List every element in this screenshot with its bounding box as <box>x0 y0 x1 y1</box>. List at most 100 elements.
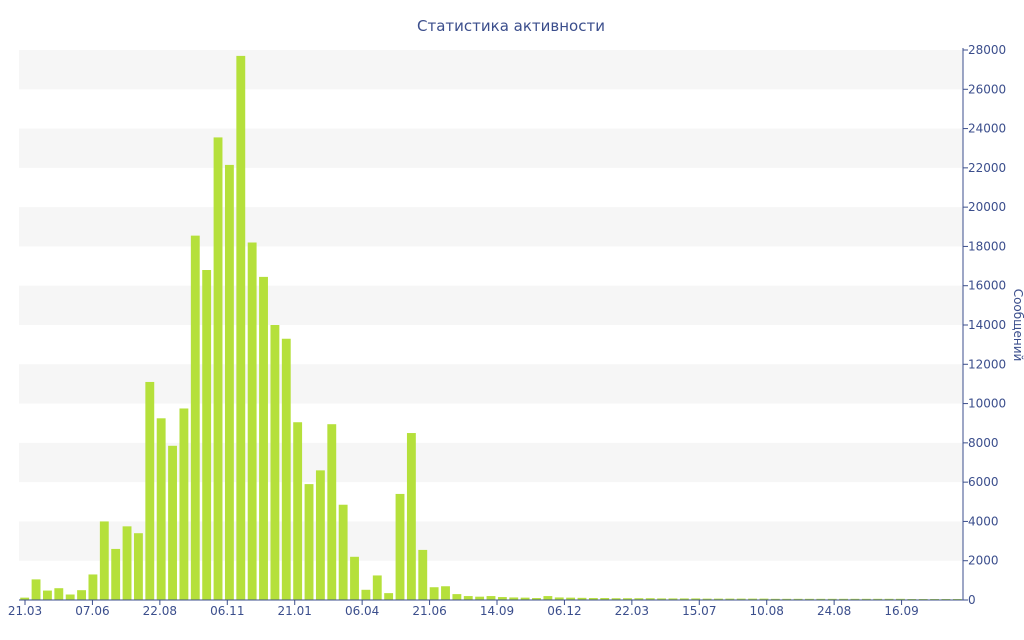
y-tick-label: 12000 <box>968 357 1006 371</box>
bar <box>213 137 223 600</box>
bar <box>156 418 166 600</box>
bar <box>896 598 905 600</box>
y-axis-label: Сообщений <box>1011 289 1024 362</box>
y-tick-label: 2000 <box>968 554 999 568</box>
y-tick-label: 20000 <box>968 200 1006 214</box>
y-tick-label: 8000 <box>968 436 999 450</box>
bar <box>759 598 769 601</box>
bar <box>532 598 541 600</box>
y-tick-label: 16000 <box>968 279 1006 293</box>
bar <box>770 598 780 600</box>
bar <box>793 598 803 600</box>
bar <box>20 597 30 600</box>
bar <box>65 594 75 600</box>
y-tick-label: 18000 <box>968 239 1006 253</box>
bar <box>452 594 462 600</box>
bar <box>816 598 826 600</box>
bar <box>99 521 109 600</box>
bar <box>805 598 814 600</box>
bar <box>679 598 689 600</box>
bar <box>293 422 303 600</box>
y-tick-label: 6000 <box>968 475 999 489</box>
bar <box>475 596 485 600</box>
bar <box>259 276 268 601</box>
bar <box>202 270 212 600</box>
bar <box>543 596 553 600</box>
bar <box>509 597 519 600</box>
bar <box>600 598 610 600</box>
bar <box>168 445 177 600</box>
x-tick-label: 10.08 <box>750 604 784 618</box>
bar <box>736 598 746 601</box>
bar <box>702 598 712 601</box>
bar <box>554 597 564 600</box>
bar <box>270 325 280 600</box>
bar <box>190 235 200 601</box>
grid-bands <box>19 50 963 561</box>
grid-band <box>19 50 963 90</box>
x-tick-label: 22.03 <box>615 604 649 618</box>
x-tick-label: 24.08 <box>817 604 851 618</box>
bar-series <box>20 55 962 601</box>
bar <box>441 586 450 600</box>
bar <box>281 338 291 600</box>
bar <box>520 597 530 600</box>
x-tick-label: 21.06 <box>412 604 446 618</box>
x-tick-label: 06.12 <box>547 604 581 618</box>
bar <box>236 55 246 600</box>
bar <box>566 597 576 600</box>
bar <box>657 598 667 600</box>
bar <box>372 575 382 600</box>
bar <box>463 596 473 600</box>
bar <box>179 408 189 600</box>
bar <box>861 598 871 600</box>
y-tick-label: 10000 <box>968 397 1006 411</box>
bar <box>247 242 257 600</box>
bar <box>315 470 325 600</box>
x-axis: 21.03 07.06 22.08 06.11 21.01 06.04 21.06 14.09… <box>8 599 963 618</box>
bar <box>406 433 416 600</box>
bar <box>418 549 428 600</box>
bar <box>577 597 587 600</box>
grid-band <box>19 364 963 404</box>
y-tick-label: 22000 <box>968 161 1006 175</box>
bar <box>429 587 439 600</box>
bar <box>361 589 371 600</box>
x-tick-label: 22.08 <box>143 604 177 618</box>
y-tick-label: 4000 <box>968 514 999 528</box>
y-tick-label: 14000 <box>968 318 1006 332</box>
x-tick-label: 06.11 <box>210 604 244 618</box>
y-tick-label: 26000 <box>968 82 1006 96</box>
bar <box>725 598 735 601</box>
y-tick-label: 28000 <box>968 43 1006 57</box>
bar <box>884 598 894 600</box>
bar <box>486 596 496 600</box>
x-tick-label: 14.09 <box>480 604 514 618</box>
bar <box>623 598 632 600</box>
bar <box>384 593 394 601</box>
chart-title: Статистика активности <box>417 17 605 35</box>
bar <box>88 574 98 600</box>
bar <box>350 556 359 600</box>
bar <box>827 598 837 600</box>
y-axis: 0 2000 4000 6000 8000 10000 12000 14000 16000 180… <box>962 43 1006 607</box>
bar <box>748 598 758 601</box>
bar <box>873 598 883 600</box>
bar <box>224 164 234 600</box>
bar <box>691 598 701 600</box>
bar <box>122 526 132 600</box>
grid-band <box>19 207 963 247</box>
y-tick-label: 0 <box>968 593 976 607</box>
bar <box>634 598 644 600</box>
bar <box>77 590 86 600</box>
bar <box>145 381 155 600</box>
bar <box>668 598 678 600</box>
bar <box>327 424 337 600</box>
x-tick-label: 15.07 <box>682 604 716 618</box>
bar <box>645 598 655 600</box>
bar <box>588 598 598 600</box>
x-tick-label: 06.04 <box>345 604 379 618</box>
bar <box>782 598 792 600</box>
grid-band <box>19 285 963 325</box>
